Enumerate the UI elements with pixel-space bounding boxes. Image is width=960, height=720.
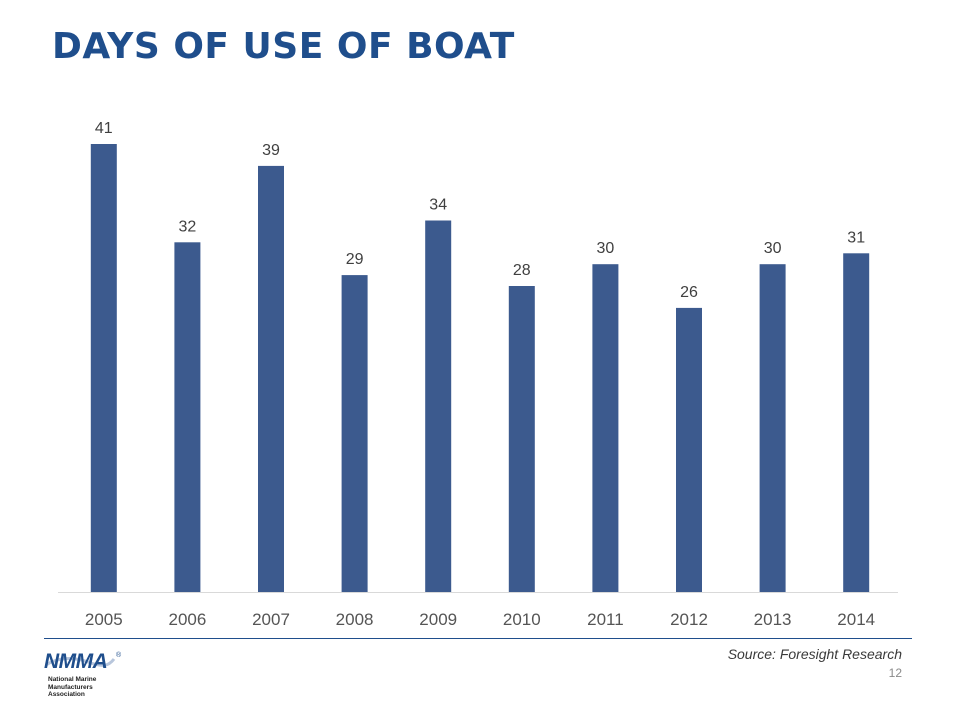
x-tick-2010: 2010 <box>503 610 541 629</box>
nmma-logo: NMMA ® National Marine Manufacturers Ass… <box>44 650 124 698</box>
bar-2009 <box>425 220 452 592</box>
x-tick-2006: 2006 <box>168 610 206 629</box>
data-label-2009: 34 <box>429 197 447 214</box>
x-tick-2007: 2007 <box>252 610 290 629</box>
bar-2006 <box>174 242 201 593</box>
bar-2007 <box>258 165 284 592</box>
page-title: DAYS OF USE OF BOAT <box>52 26 515 67</box>
x-tick-2009: 2009 <box>419 610 457 629</box>
bar-2013 <box>759 264 786 592</box>
data-label-2010: 28 <box>513 262 531 279</box>
bar-2014 <box>843 253 870 593</box>
bar-2005 <box>90 144 117 592</box>
source-note: Source: Foresight Research <box>727 646 902 662</box>
x-tick-2005: 2005 <box>85 610 123 629</box>
bar-2010 <box>508 286 535 592</box>
data-label-2014: 31 <box>847 229 865 246</box>
bar-series <box>90 144 870 593</box>
footer-divider <box>44 638 912 639</box>
logo-wordmark: NMMA <box>44 650 108 673</box>
logo-wave-icon <box>45 657 116 667</box>
data-label-2011: 30 <box>597 240 615 257</box>
data-label-2013: 30 <box>764 240 782 257</box>
x-tick-2008: 2008 <box>336 610 374 629</box>
logo-registered-mark: ® <box>116 652 122 659</box>
bar-2008 <box>341 275 368 592</box>
bar-2011 <box>592 264 619 592</box>
data-label-2006: 32 <box>179 218 197 235</box>
x-tick-labels: 2005 2006 2007 2008 2009 2010 2011 2012 2013 2014 <box>85 610 875 629</box>
x-tick-2013: 2013 <box>754 610 792 629</box>
data-label-2005: 41 <box>95 120 113 137</box>
x-tick-2014: 2014 <box>837 610 875 629</box>
page-number: 12 <box>888 666 902 680</box>
x-tick-2012: 2012 <box>670 610 708 629</box>
bar-2012 <box>676 307 702 592</box>
x-tick-2011: 2011 <box>587 610 624 629</box>
data-label-2012: 26 <box>680 284 698 301</box>
data-label-2008: 29 <box>346 251 364 268</box>
data-labels: 41 32 39 29 34 28 30 26 30 31 <box>95 120 865 301</box>
logo-tagline: National Marine Manufacturers Associatio… <box>48 676 97 698</box>
data-label-2007: 39 <box>262 142 280 159</box>
